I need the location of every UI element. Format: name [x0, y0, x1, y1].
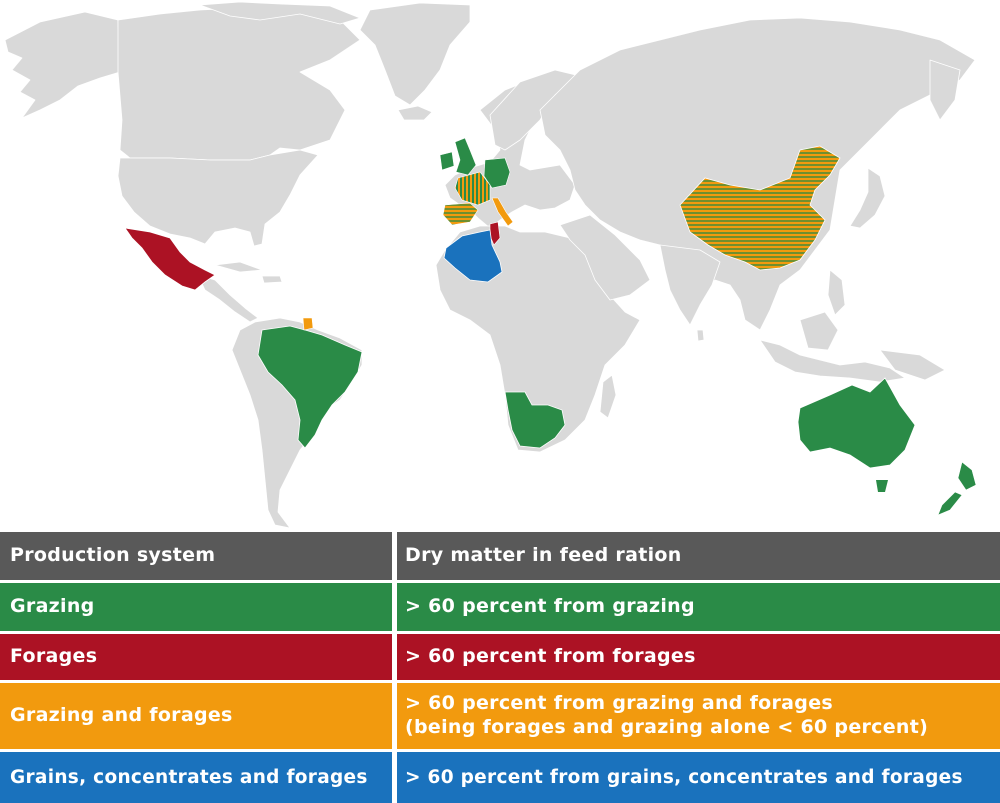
- system-label: Grains, concentrates and forages: [10, 766, 368, 788]
- southern-africa-region: [504, 391, 566, 449]
- arctic-islands-land: [199, 1, 361, 25]
- sri-lanka-land: [696, 329, 705, 342]
- header-col1-text: Production system: [10, 544, 216, 567]
- ration-grazing: > 60 percent from grazing: [397, 583, 1000, 631]
- legend-row-grazing-and-forages: Grazing and forages > 60 percent from gr…: [0, 683, 1000, 749]
- japan-land: [849, 167, 886, 229]
- system-forages: Forages: [0, 634, 392, 680]
- new-zealand-region: [937, 461, 977, 516]
- legend-header-row: Production system Dry matter in feed rat…: [0, 532, 1000, 580]
- ration-grazing-and-forages: > 60 percent from grazing and forages (b…: [397, 683, 1000, 749]
- spain-region: [442, 202, 479, 226]
- central-america-land: [197, 274, 259, 323]
- ireland-region: [439, 151, 455, 171]
- system-grazing: Grazing: [0, 583, 392, 631]
- indonesia-land: [759, 339, 906, 383]
- africa-land: [435, 225, 641, 453]
- ration-grains: > 60 percent from grains, concentrates a…: [397, 752, 1000, 803]
- germany-region: [483, 157, 511, 189]
- ration-label: > 60 percent from grazing: [405, 595, 695, 618]
- tasmania-region: [876, 480, 888, 492]
- ration-label-line2: (being forages and grazing alone < 60 pe…: [405, 716, 929, 738]
- alaska-land: [4, 11, 121, 119]
- usa-land: [117, 149, 319, 247]
- france-region: [454, 171, 491, 206]
- french-guiana-region: [302, 317, 314, 331]
- mexico-region: [124, 227, 216, 291]
- legend-row-grains: Grains, concentrates and forages > 60 pe…: [0, 752, 1000, 803]
- algeria-region: [443, 229, 503, 283]
- greenland-land: [359, 2, 471, 106]
- iceland-land: [397, 105, 433, 121]
- united-kingdom-region: [454, 137, 477, 176]
- australia-region: [797, 377, 916, 469]
- legend-table: Production system Dry matter in feed rat…: [0, 532, 1000, 803]
- ration-label: > 60 percent from forages: [405, 645, 696, 668]
- brazil-region: [257, 325, 363, 449]
- system-label: Grazing: [10, 595, 95, 618]
- header-dry-matter: Dry matter in feed ration: [397, 532, 1000, 580]
- system-grazing-and-forages: Grazing and forages: [0, 683, 392, 749]
- asia-land: [539, 17, 976, 331]
- philippines-land: [827, 269, 846, 316]
- legend-row-grazing: Grazing > 60 percent from grazing: [0, 583, 1000, 631]
- kamchatka-land: [929, 59, 961, 121]
- legend-row-forages: Forages > 60 percent from forages: [0, 634, 1000, 680]
- cuba-land: [214, 261, 263, 273]
- italy-region: [491, 197, 514, 227]
- arabia-land: [559, 214, 651, 301]
- system-label: Grazing and forages: [10, 704, 233, 727]
- ration-label: > 60 percent from grains, concentrates a…: [405, 766, 963, 788]
- header-production-system: Production system: [0, 532, 392, 580]
- madagascar-land: [599, 374, 617, 419]
- borneo-land: [799, 311, 839, 351]
- canada-land: [117, 7, 361, 161]
- system-label: Forages: [10, 645, 98, 668]
- ration-forages: > 60 percent from forages: [397, 634, 1000, 680]
- ration-label-line1: > 60 percent from grazing and forages: [405, 692, 833, 715]
- header-col2-text: Dry matter in feed ration: [405, 544, 682, 567]
- system-grains: Grains, concentrates and forages: [0, 752, 392, 803]
- india-land: [659, 244, 721, 326]
- new-guinea-land: [879, 349, 946, 381]
- china-region: [679, 145, 841, 271]
- world-map: [4, 1, 977, 529]
- hispaniola-land: [261, 275, 283, 284]
